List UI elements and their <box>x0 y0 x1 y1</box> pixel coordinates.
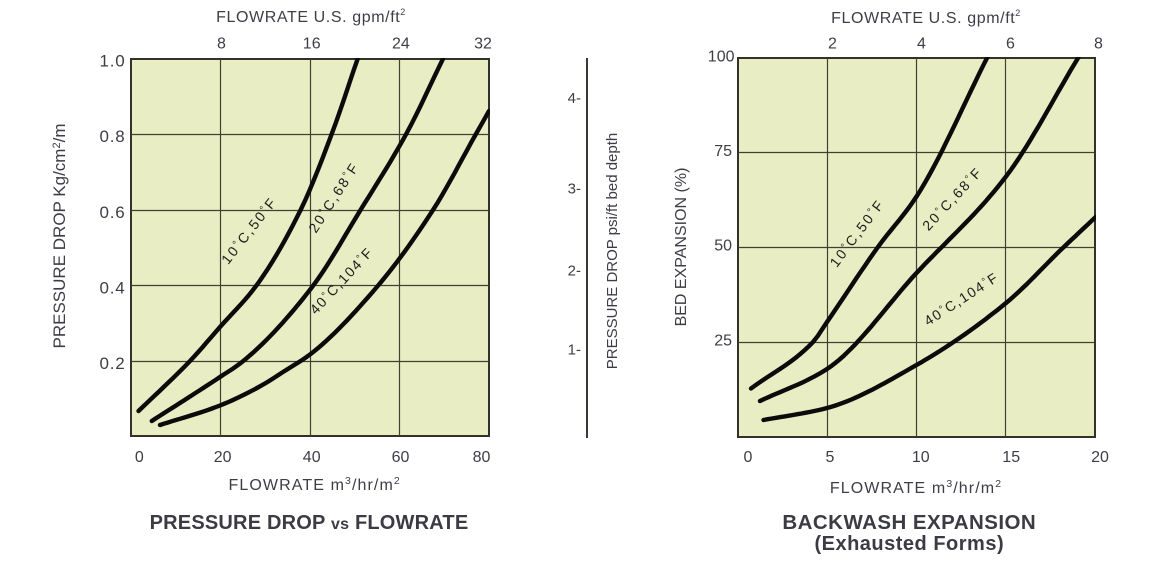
svg-text:8: 8 <box>1094 36 1103 53</box>
svg-text:5: 5 <box>826 449 835 466</box>
svg-text:40: 40 <box>303 449 321 466</box>
svg-text:8: 8 <box>217 36 226 53</box>
svg-text:2: 2 <box>828 36 837 53</box>
svg-text:16: 16 <box>303 36 321 53</box>
svg-text:0.4: 0.4 <box>99 279 125 298</box>
svg-text:0.2: 0.2 <box>99 354 125 373</box>
svg-text:0.8: 0.8 <box>99 127 125 146</box>
svg-text:(Exhausted Forms): (Exhausted Forms) <box>814 533 1004 555</box>
svg-text:32: 32 <box>474 36 492 53</box>
svg-text:25: 25 <box>714 332 732 349</box>
svg-text:FLOWRATE m3/hr/m2: FLOWRATE m3/hr/m2 <box>229 475 401 494</box>
svg-text:BED EXPANSION (%): BED EXPANSION (%) <box>673 168 690 327</box>
svg-text:75: 75 <box>714 143 732 160</box>
svg-text:2-: 2- <box>568 263 581 280</box>
svg-text:4: 4 <box>917 36 926 53</box>
svg-text:0: 0 <box>743 449 752 466</box>
svg-text:15: 15 <box>1002 449 1020 466</box>
svg-text:6: 6 <box>1006 36 1015 53</box>
svg-text:PRESSURE DROP vs FLOWRATE: PRESSURE DROP vs FLOWRATE <box>150 512 469 534</box>
svg-text:20: 20 <box>1091 449 1109 466</box>
svg-text:10: 10 <box>912 449 930 466</box>
svg-text:4-: 4- <box>568 90 581 107</box>
svg-text:80: 80 <box>473 449 491 466</box>
svg-text:BACKWASH EXPANSION: BACKWASH EXPANSION <box>782 511 1036 534</box>
svg-text:1-: 1- <box>568 342 581 359</box>
svg-text:0.6: 0.6 <box>99 203 125 222</box>
svg-text:0: 0 <box>135 449 144 466</box>
svg-text:50: 50 <box>714 238 732 255</box>
svg-text:20: 20 <box>214 449 232 466</box>
svg-text:FLOWRATE U.S. gpm/ft2: FLOWRATE U.S. gpm/ft2 <box>831 8 1021 27</box>
svg-text:FLOWRATE m3/hr/m2: FLOWRATE m3/hr/m2 <box>830 478 1002 497</box>
svg-text:1.0: 1.0 <box>99 52 125 71</box>
svg-text:24: 24 <box>392 36 410 53</box>
svg-text:PRESSURE DROP psi/ft bed depth: PRESSURE DROP psi/ft bed depth <box>604 133 621 370</box>
svg-text:100: 100 <box>708 49 735 66</box>
svg-text:FLOWRATE U.S. gpm/ft2: FLOWRATE U.S. gpm/ft2 <box>216 7 406 26</box>
svg-text:60: 60 <box>392 449 410 466</box>
svg-text:3-: 3- <box>568 181 581 198</box>
svg-text:PRESSURE DROP Kg/cm2/m: PRESSURE DROP Kg/cm2/m <box>50 124 69 349</box>
